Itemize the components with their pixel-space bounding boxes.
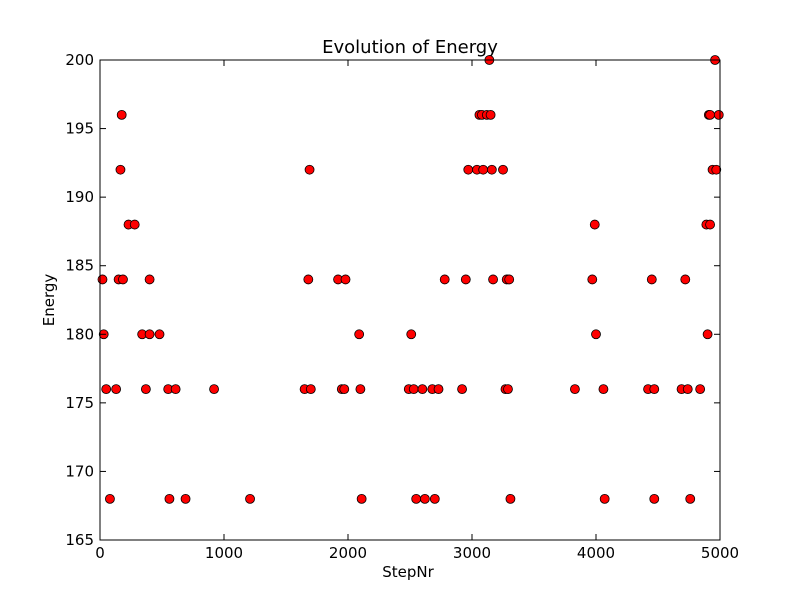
data-point (417, 384, 428, 395)
data-point (713, 109, 724, 120)
x-axis-title: StepNr (382, 563, 434, 581)
data-point (305, 384, 316, 395)
data-point (598, 384, 609, 395)
data-point (429, 493, 440, 504)
data-point (680, 274, 691, 285)
data-point (488, 274, 498, 285)
data-point (111, 384, 122, 395)
data-point (154, 329, 165, 340)
data-point (463, 164, 474, 175)
data-point (170, 384, 181, 395)
data-point (105, 493, 115, 504)
data-point (682, 384, 693, 395)
data-point (702, 329, 713, 340)
y-tick-label: 200 (65, 51, 94, 69)
plot-frame (99, 59, 721, 541)
data-point (433, 384, 444, 395)
x-tick-label: 2000 (329, 544, 367, 562)
data-point (97, 274, 108, 285)
y-tick-label: 195 (65, 120, 94, 138)
y-tick-label: 180 (65, 325, 94, 343)
x-tick-label: 5000 (701, 544, 739, 562)
data-point (504, 274, 515, 285)
data-point (164, 493, 175, 504)
x-tick-label: 0 (95, 544, 105, 562)
data-point (646, 274, 657, 285)
data-point (649, 384, 660, 395)
y-tick-label: 165 (65, 531, 94, 549)
y-tick-label: 190 (65, 188, 94, 206)
x-tick-label: 4000 (577, 544, 615, 562)
data-point (685, 493, 696, 504)
chart-title: Evolution of Energy (322, 37, 498, 58)
data-point (503, 384, 513, 395)
data-point (498, 164, 508, 175)
data-point (245, 493, 255, 504)
data-point (460, 274, 471, 285)
x-tick-label: 3000 (453, 544, 491, 562)
data-point (339, 384, 350, 395)
data-point (118, 274, 128, 285)
data-point (587, 274, 598, 285)
data-point (340, 274, 351, 285)
axis-ticks: 0 1000 2000 3000 4000 5000 165 170 175 180 185 190 1… (65, 51, 739, 562)
data-point (129, 219, 140, 230)
y-tick-label: 170 (65, 462, 94, 480)
y-tick-label: 185 (65, 257, 94, 275)
data-point (478, 164, 489, 175)
data-point (354, 329, 365, 340)
data-point (116, 109, 127, 120)
data-point (304, 164, 315, 175)
y-tick-label: 175 (65, 394, 94, 412)
data-point (180, 493, 191, 504)
data-point (705, 219, 715, 230)
data-point (140, 384, 151, 395)
data-point (408, 384, 419, 395)
data-point (439, 274, 450, 285)
data-point (356, 493, 367, 504)
data-point (411, 493, 422, 504)
data-point (711, 164, 722, 175)
data-point (591, 329, 601, 340)
data-point (599, 493, 610, 504)
data-point (303, 274, 314, 285)
data-point (355, 384, 366, 395)
data-point (649, 493, 660, 504)
data-point (101, 384, 112, 395)
x-tick-label: 1000 (205, 544, 243, 562)
data-point (209, 384, 219, 395)
data-point (419, 493, 430, 504)
data-point (486, 164, 497, 175)
data-point (485, 109, 496, 120)
data-point (457, 384, 467, 395)
data-points (97, 55, 724, 504)
data-point (705, 109, 715, 120)
data-point (144, 329, 155, 340)
data-point (695, 384, 706, 395)
data-point (589, 219, 600, 230)
data-point (505, 493, 516, 504)
y-axis-title: Energy (40, 274, 58, 327)
data-point (570, 384, 580, 395)
data-point (115, 164, 126, 175)
data-point (144, 274, 155, 285)
data-point (406, 329, 417, 340)
